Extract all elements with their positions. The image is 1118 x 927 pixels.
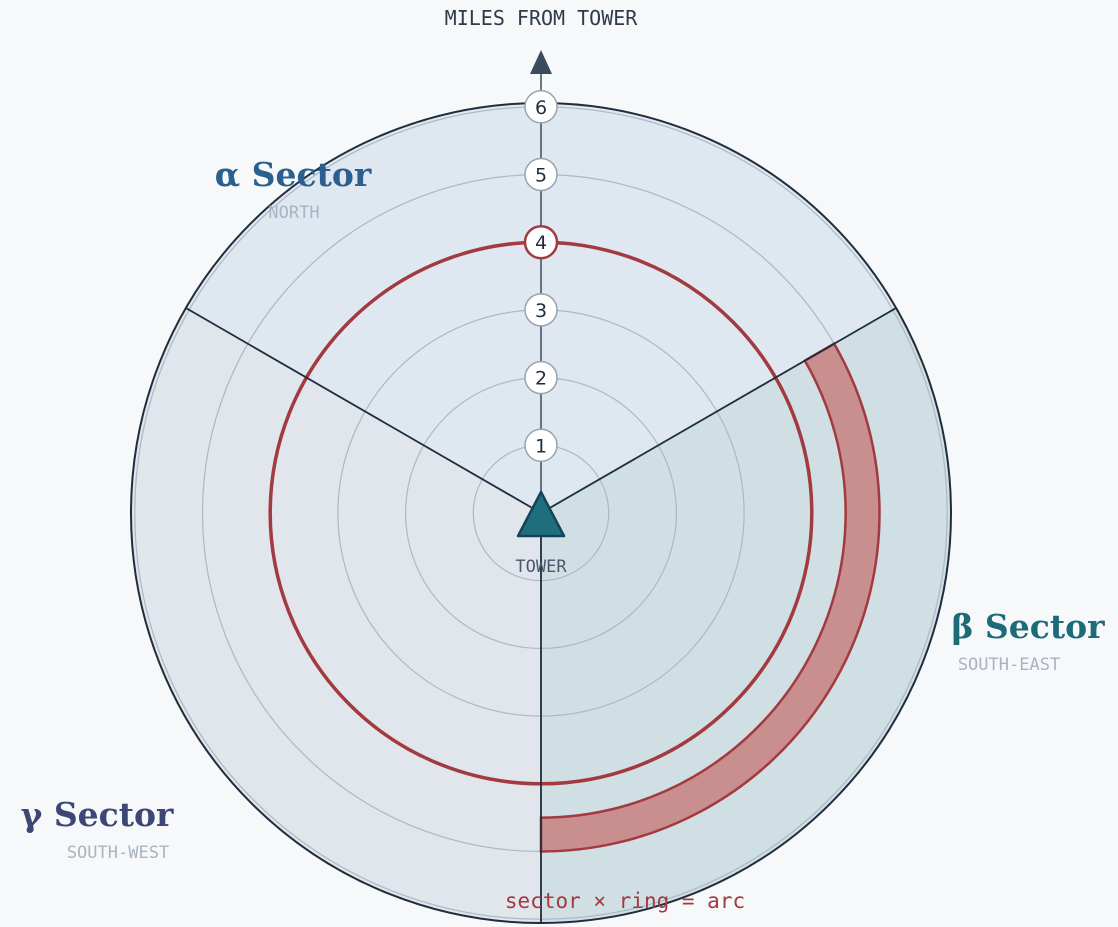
alpha-sector-direction: NORTH: [268, 203, 319, 223]
axis-arrow-head: [530, 50, 552, 74]
tick-2-mile: 2: [524, 360, 558, 395]
tick-6-mile: 6: [524, 90, 558, 124]
sector-boundary-line: [540, 307, 897, 514]
gamma-sector-wedge: [130, 308, 541, 923]
tick-marker: [523, 224, 559, 260]
diagram-caption: sector × ring = arc: [505, 889, 745, 913]
tick-marker: [524, 428, 558, 463]
beta-sector-direction: SOUTH-EAST: [958, 655, 1060, 675]
tick-label: 5: [535, 165, 547, 187]
tick-marker: [524, 90, 558, 124]
tick-marker: [524, 360, 558, 395]
tick-1-mile: 1: [524, 428, 558, 463]
tick-label: 1: [535, 435, 547, 457]
sector-boundaries: [185, 307, 897, 923]
tower-label: TOWER: [515, 557, 567, 577]
tick-label: 6: [535, 97, 547, 119]
tick-4-mile: 4: [523, 224, 559, 260]
alpha-sector-label: α Sector: [215, 155, 372, 194]
gamma-sector-direction: SOUTH-WEST: [67, 843, 169, 863]
tick-label: 2: [535, 368, 547, 390]
axis-title: MILES FROM TOWER: [445, 6, 639, 30]
tick-5-mile: 5: [524, 157, 558, 192]
sector-boundary-line: [185, 307, 542, 514]
tick-label: 3: [535, 300, 547, 322]
tower-icon: [516, 490, 566, 538]
gamma-sector-label: γ Sector: [21, 795, 174, 834]
tick-marker: [524, 157, 558, 192]
beta-sector-label: β Sector: [952, 607, 1106, 646]
tick-3-mile: 3: [524, 293, 558, 327]
tick-label: 4: [535, 232, 547, 254]
tick-marker: [524, 293, 558, 327]
axis-ticks: 1 2 3 4 5 6: [523, 90, 559, 463]
